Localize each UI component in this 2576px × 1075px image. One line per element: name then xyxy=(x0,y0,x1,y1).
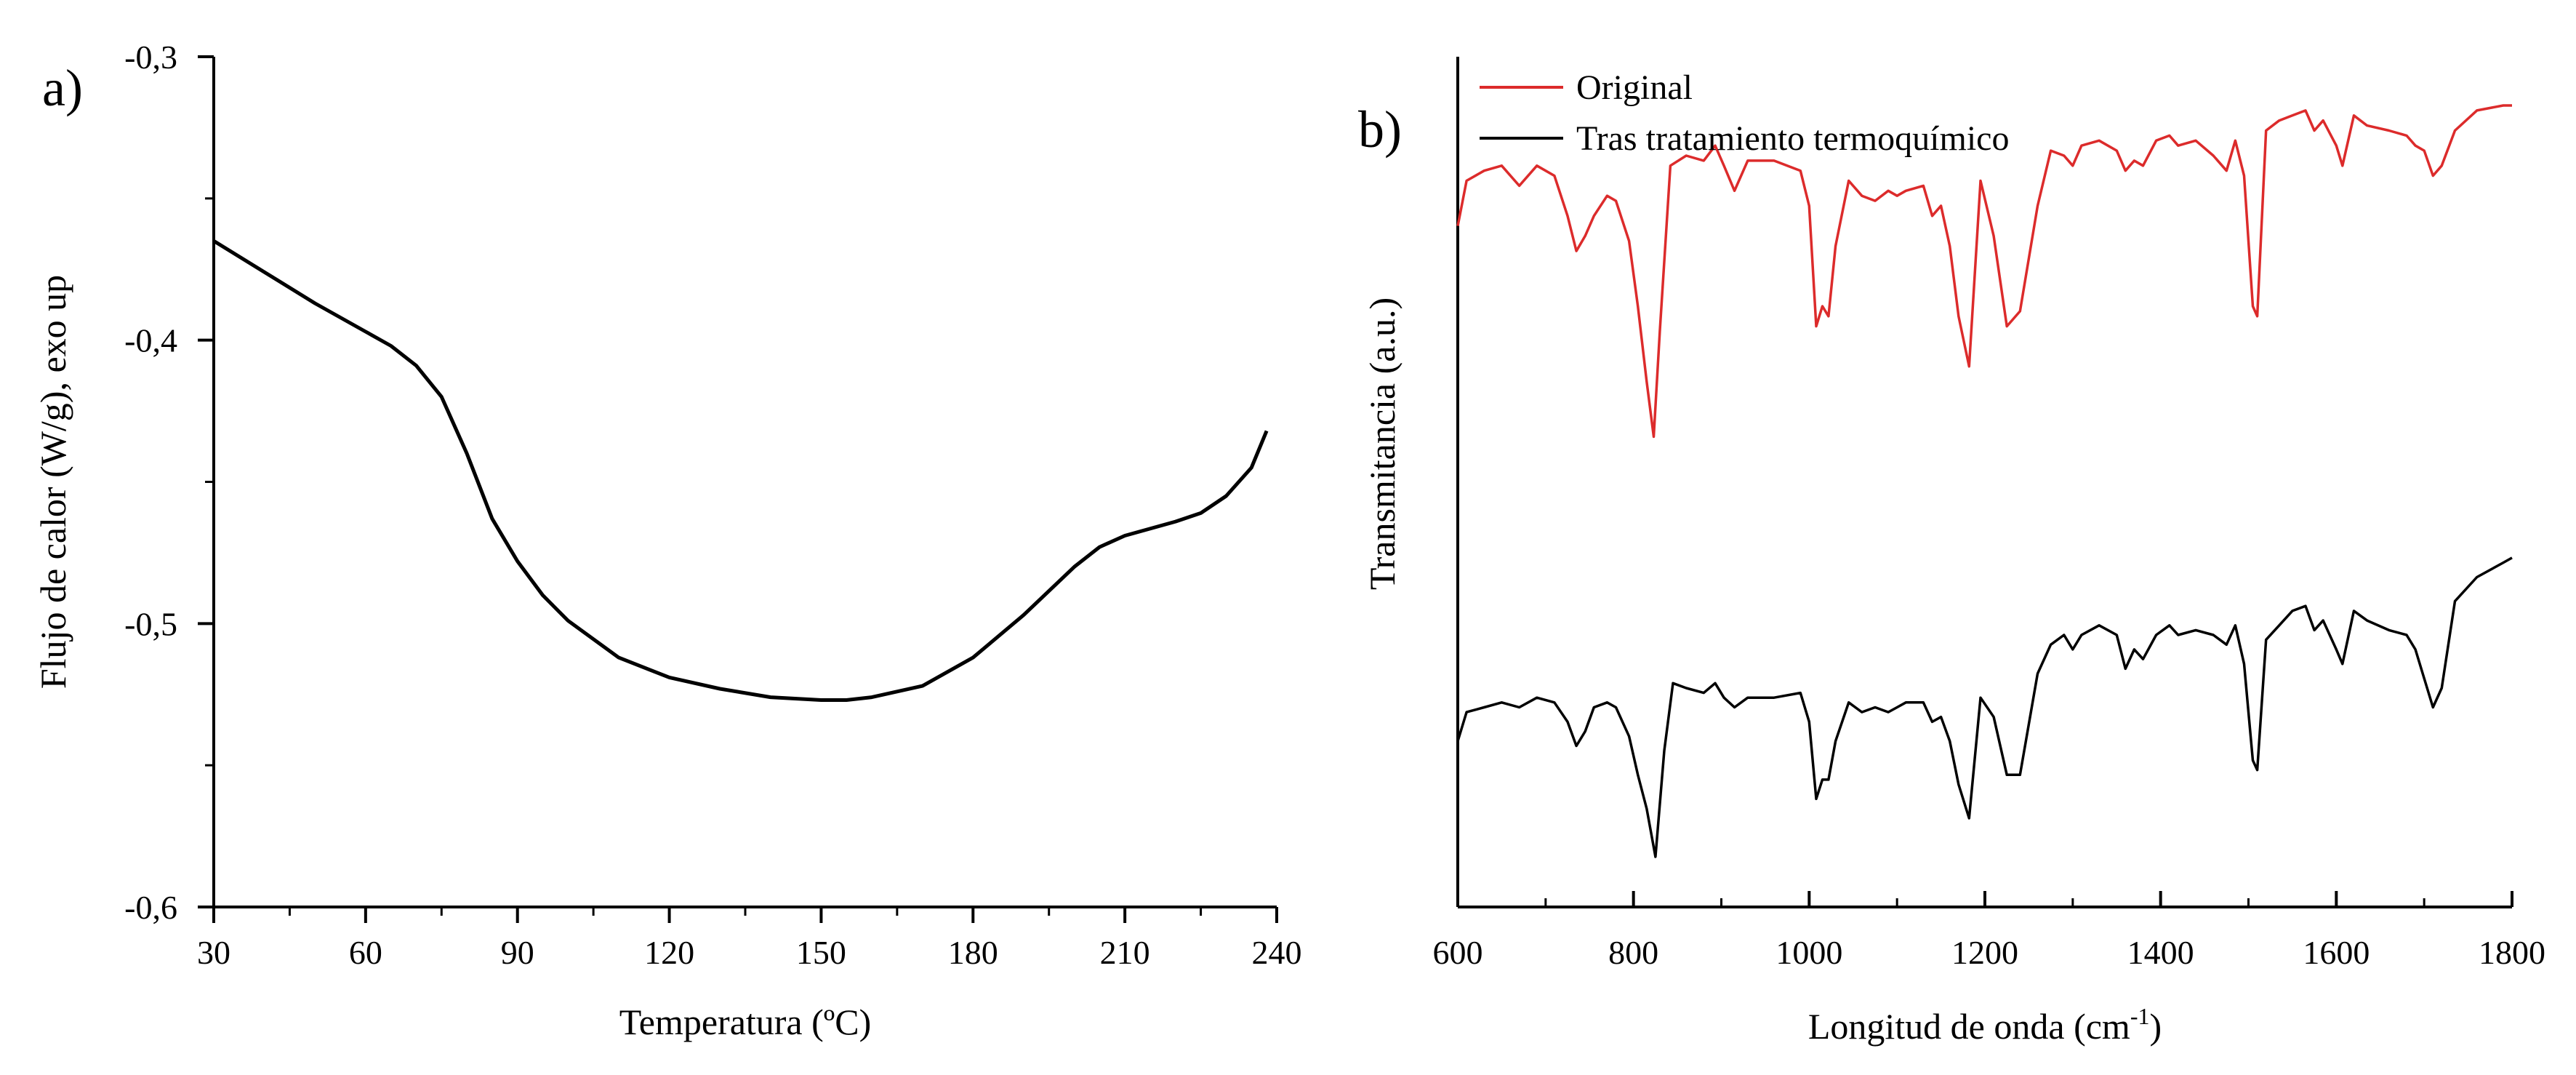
ftir-series xyxy=(1456,104,2513,858)
ftir-y-axis-title: Transmitancia (a.u.) xyxy=(1362,297,1403,590)
ftir-legend: Original Tras tratamiento termoquímico xyxy=(1480,68,2009,158)
dsc-y-tick-label: -0,6 xyxy=(124,889,177,926)
ftir-x-tick-label: 1800 xyxy=(2479,934,2545,971)
dsc-x-tick-label: 240 xyxy=(1252,934,1302,971)
dsc-series-line xyxy=(212,239,1269,702)
ftir-x-tick-label: 600 xyxy=(1433,934,1483,971)
dsc-x-tick-label: 30 xyxy=(197,934,230,971)
dsc-x-tick-label: 180 xyxy=(948,934,998,971)
ftir-x-tick-label: 1000 xyxy=(1775,934,1842,971)
ftir-x-tick-label: 1600 xyxy=(2303,934,2370,971)
ftir-x-axis-title-sup: -1 xyxy=(2130,1003,2150,1029)
dsc-y-tick-label: -0,4 xyxy=(124,322,177,359)
dsc-chart: a) 30 60 90 120 150 180 210 240 -0,6 -0,5 -0,4 -0,3… xyxy=(33,39,1302,1042)
dsc-x-tick-label: 60 xyxy=(349,934,382,971)
legend-label: Original xyxy=(1576,68,1693,107)
ftir-chart: b) 600 800 1000 1200 1400 1600 1800 Original Tr… xyxy=(1358,57,2545,1047)
dsc-x-tick-label: 150 xyxy=(796,934,846,971)
dsc-x-tick-label: 90 xyxy=(501,934,534,971)
dsc-y-axis-title: Flujo de calor (W/g), exo up xyxy=(33,275,73,689)
ftir-axes: 600 800 1000 1200 1400 1600 1800 xyxy=(1433,57,2545,971)
panel-b-label: b) xyxy=(1358,100,1402,159)
ftir-x-tick-label: 1400 xyxy=(2127,934,2194,971)
dsc-series xyxy=(212,239,1269,702)
ftir-series-line xyxy=(1456,104,2512,439)
legend-label: Tras tratamiento termoquímico xyxy=(1576,119,2009,158)
dsc-y-tick-label: -0,3 xyxy=(124,39,177,76)
ftir-series-line xyxy=(1456,556,2513,858)
ftir-x-tick-label: 1200 xyxy=(1951,934,2018,971)
ftir-x-axis-title: Longitud de onda (cm-1) xyxy=(1808,1003,2162,1047)
dsc-x-axis-title: Temperatura (ºC) xyxy=(619,1002,872,1042)
ftir-x-axis-title-close: ) xyxy=(2149,1006,2162,1047)
dsc-x-tick-label: 120 xyxy=(644,934,694,971)
dsc-axes: 30 60 90 120 150 180 210 240 -0,6 -0,5 -0,4 -0,3 xyxy=(124,39,1301,971)
ftir-x-axis-title-main: Longitud de onda (cm xyxy=(1808,1006,2130,1047)
panel-a-label: a) xyxy=(42,59,83,117)
dsc-x-tick-label: 210 xyxy=(1100,934,1150,971)
dsc-y-tick-label: -0,5 xyxy=(124,605,177,642)
ftir-x-tick-label: 800 xyxy=(1608,934,1658,971)
